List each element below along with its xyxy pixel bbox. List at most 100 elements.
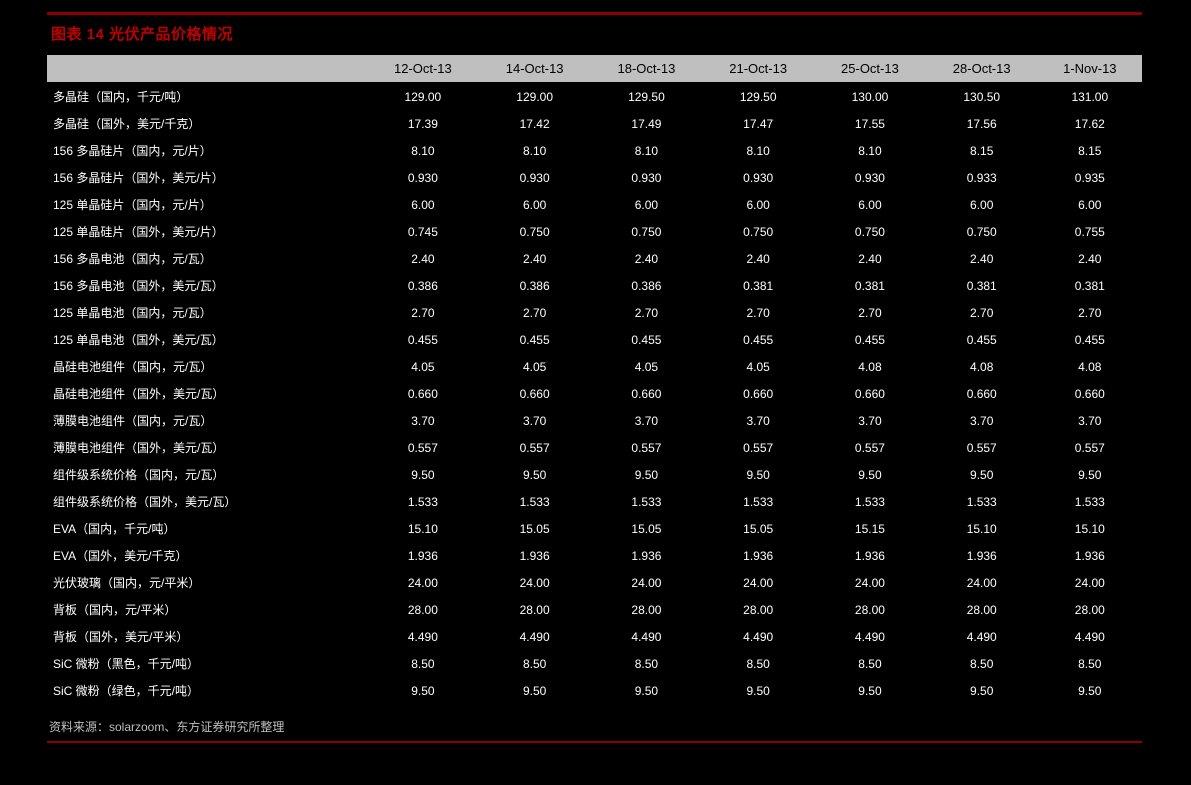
value-cell: 9.50 bbox=[814, 461, 926, 488]
value-cell: 0.455 bbox=[926, 326, 1038, 353]
table-row: 156 多晶硅片（国外，美元/片）0.9300.9300.9300.9300.9… bbox=[47, 164, 1142, 191]
value-cell: 1.936 bbox=[814, 542, 926, 569]
value-cell: 8.10 bbox=[367, 137, 479, 164]
value-cell: 4.490 bbox=[814, 623, 926, 650]
value-cell: 0.381 bbox=[814, 272, 926, 299]
value-cell: 1.936 bbox=[591, 542, 703, 569]
table-row: EVA（国外，美元/千克）1.9361.9361.9361.9361.9361.… bbox=[47, 542, 1142, 569]
table-title: 图表 14 光伏产品价格情况 bbox=[51, 26, 233, 43]
table-header-cell: 12-Oct-13 bbox=[367, 55, 479, 83]
row-label-cell: 晶硅电池组件（国内，元/瓦） bbox=[47, 353, 367, 380]
value-cell: 9.50 bbox=[814, 677, 926, 704]
row-label-cell: EVA（国外，美元/千克） bbox=[47, 542, 367, 569]
value-cell: 0.455 bbox=[367, 326, 479, 353]
value-cell: 0.660 bbox=[702, 380, 814, 407]
table-row: 组件级系统价格（国外，美元/瓦）1.5331.5331.5331.5331.53… bbox=[47, 488, 1142, 515]
value-cell: 129.50 bbox=[591, 83, 703, 111]
value-cell: 28.00 bbox=[926, 596, 1038, 623]
value-cell: 0.386 bbox=[591, 272, 703, 299]
table-header-cell: 18-Oct-13 bbox=[591, 55, 703, 83]
value-cell: 6.00 bbox=[814, 191, 926, 218]
row-label-cell: 背板（国内，元/平米） bbox=[47, 596, 367, 623]
value-cell: 9.50 bbox=[1038, 677, 1142, 704]
value-cell: 0.557 bbox=[1038, 434, 1142, 461]
value-cell: 9.50 bbox=[367, 677, 479, 704]
value-cell: 3.70 bbox=[479, 407, 591, 434]
value-cell: 28.00 bbox=[367, 596, 479, 623]
value-cell: 0.930 bbox=[479, 164, 591, 191]
table-row: 156 多晶硅片（国内，元/片）8.108.108.108.108.108.15… bbox=[47, 137, 1142, 164]
value-cell: 0.381 bbox=[926, 272, 1038, 299]
value-cell: 9.50 bbox=[926, 677, 1038, 704]
value-cell: 24.00 bbox=[1038, 569, 1142, 596]
value-cell: 6.00 bbox=[591, 191, 703, 218]
row-label-cell: 晶硅电池组件（国外，美元/瓦） bbox=[47, 380, 367, 407]
value-cell: 0.750 bbox=[814, 218, 926, 245]
value-cell: 28.00 bbox=[1038, 596, 1142, 623]
value-cell: 4.08 bbox=[1038, 353, 1142, 380]
value-cell: 1.533 bbox=[591, 488, 703, 515]
value-cell: 0.381 bbox=[1038, 272, 1142, 299]
value-cell: 17.55 bbox=[814, 110, 926, 137]
row-label-cell: 组件级系统价格（国外，美元/瓦） bbox=[47, 488, 367, 515]
value-cell: 17.62 bbox=[1038, 110, 1142, 137]
value-cell: 2.40 bbox=[814, 245, 926, 272]
row-label-cell: 156 多晶电池（国外，美元/瓦） bbox=[47, 272, 367, 299]
table-row: 多晶硅（国内，千元/吨）129.00129.00129.50129.50130.… bbox=[47, 83, 1142, 111]
row-label-cell: 156 多晶硅片（国内，元/片） bbox=[47, 137, 367, 164]
value-cell: 1.533 bbox=[702, 488, 814, 515]
value-cell: 2.40 bbox=[926, 245, 1038, 272]
value-cell: 15.10 bbox=[1038, 515, 1142, 542]
value-cell: 4.05 bbox=[367, 353, 479, 380]
row-label-cell: 薄膜电池组件（国外，美元/瓦） bbox=[47, 434, 367, 461]
value-cell: 2.70 bbox=[814, 299, 926, 326]
row-label-cell: 125 单晶硅片（国外，美元/片） bbox=[47, 218, 367, 245]
table-header-row: 12-Oct-1314-Oct-1318-Oct-1321-Oct-1325-O… bbox=[47, 55, 1142, 83]
value-cell: 8.15 bbox=[926, 137, 1038, 164]
value-cell: 1.533 bbox=[479, 488, 591, 515]
value-cell: 1.936 bbox=[702, 542, 814, 569]
value-cell: 8.50 bbox=[1038, 650, 1142, 677]
value-cell: 0.750 bbox=[479, 218, 591, 245]
value-cell: 0.557 bbox=[926, 434, 1038, 461]
table-row: 125 单晶硅片（国外，美元/片）0.7450.7500.7500.7500.7… bbox=[47, 218, 1142, 245]
value-cell: 2.70 bbox=[479, 299, 591, 326]
value-cell: 9.50 bbox=[1038, 461, 1142, 488]
value-cell: 3.70 bbox=[591, 407, 703, 434]
row-label-cell: 125 单晶电池（国外，美元/瓦） bbox=[47, 326, 367, 353]
table-row: SiC 微粉（黑色，千元/吨）8.508.508.508.508.508.508… bbox=[47, 650, 1142, 677]
table-header-cell: 21-Oct-13 bbox=[702, 55, 814, 83]
value-cell: 129.00 bbox=[367, 83, 479, 111]
value-cell: 2.70 bbox=[591, 299, 703, 326]
table-row: 薄膜电池组件（国外，美元/瓦）0.5570.5570.5570.5570.557… bbox=[47, 434, 1142, 461]
value-cell: 9.50 bbox=[591, 677, 703, 704]
value-cell: 0.750 bbox=[591, 218, 703, 245]
row-label-cell: 组件级系统价格（国内，元/瓦） bbox=[47, 461, 367, 488]
value-cell: 8.10 bbox=[479, 137, 591, 164]
table-header-cell: 28-Oct-13 bbox=[926, 55, 1038, 83]
value-cell: 8.50 bbox=[814, 650, 926, 677]
value-cell: 8.50 bbox=[479, 650, 591, 677]
value-cell: 0.755 bbox=[1038, 218, 1142, 245]
value-cell: 9.50 bbox=[702, 461, 814, 488]
value-cell: 0.455 bbox=[479, 326, 591, 353]
table-row: 125 单晶电池（国外，美元/瓦）0.4550.4550.4550.4550.4… bbox=[47, 326, 1142, 353]
value-cell: 2.70 bbox=[367, 299, 479, 326]
value-cell: 8.50 bbox=[367, 650, 479, 677]
table-corner-cell bbox=[47, 55, 367, 83]
value-cell: 17.49 bbox=[591, 110, 703, 137]
row-label-cell: SiC 微粉（黑色，千元/吨） bbox=[47, 650, 367, 677]
value-cell: 28.00 bbox=[479, 596, 591, 623]
value-cell: 1.936 bbox=[1038, 542, 1142, 569]
row-label-cell: 125 单晶硅片（国内，元/片） bbox=[47, 191, 367, 218]
value-cell: 4.490 bbox=[479, 623, 591, 650]
table-row: 125 单晶硅片（国内，元/片）6.006.006.006.006.006.00… bbox=[47, 191, 1142, 218]
value-cell: 0.386 bbox=[367, 272, 479, 299]
value-cell: 3.70 bbox=[926, 407, 1038, 434]
value-cell: 0.455 bbox=[814, 326, 926, 353]
table-body: 多晶硅（国内，千元/吨）129.00129.00129.50129.50130.… bbox=[47, 83, 1142, 705]
value-cell: 9.50 bbox=[702, 677, 814, 704]
title-row: 图表 14 光伏产品价格情况 bbox=[47, 15, 1142, 54]
value-cell: 6.00 bbox=[702, 191, 814, 218]
value-cell: 2.40 bbox=[1038, 245, 1142, 272]
